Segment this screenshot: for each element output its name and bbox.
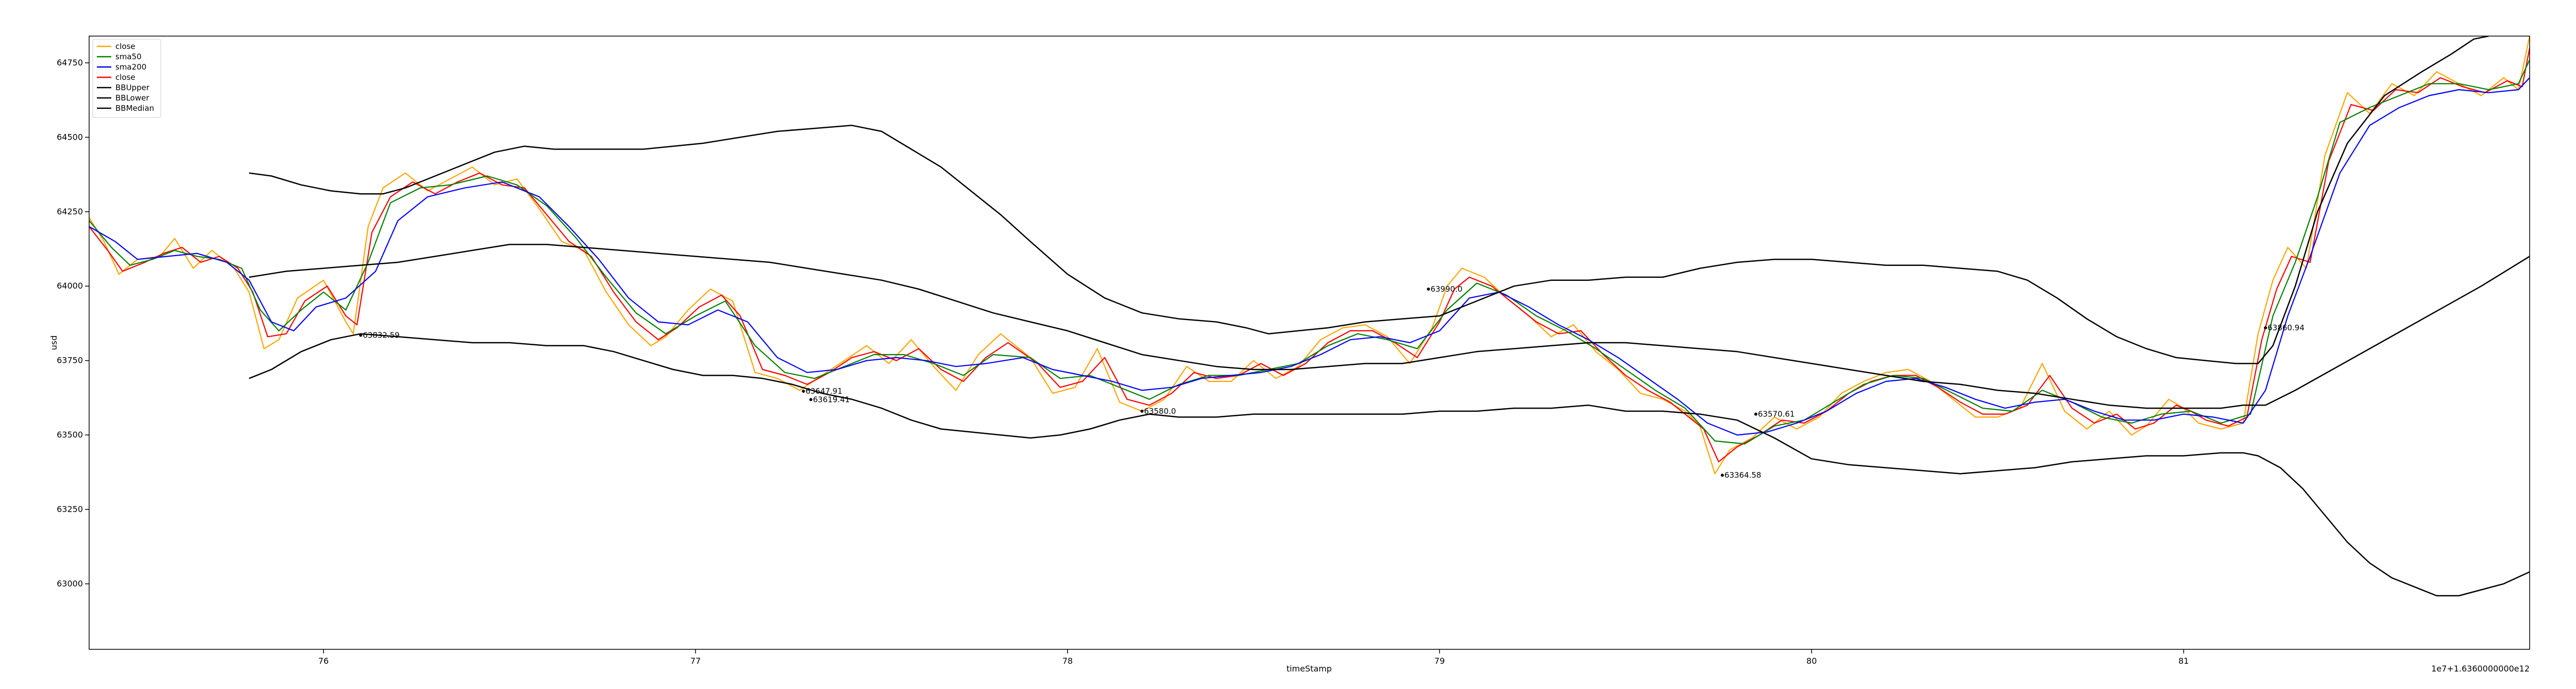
legend-label: BBLower	[115, 93, 149, 103]
y-tick-label: 64000	[57, 281, 83, 291]
legend-label: close	[115, 42, 135, 51]
x-tick-label: 78	[1062, 656, 1073, 666]
y-tick-label: 63000	[57, 579, 83, 589]
x-tick-label: 77	[690, 656, 701, 666]
annotation-marker	[802, 390, 805, 393]
annotation-label: 63580.0	[1144, 407, 1176, 416]
y-tick-label: 63750	[57, 356, 83, 365]
annotation-marker	[1754, 412, 1758, 416]
x-tick-label: 76	[318, 656, 329, 666]
legend-label: BBUpper	[115, 83, 150, 92]
x-axis: 76 77 78 79 80 81	[318, 649, 2189, 666]
y-axis-label: usd	[49, 335, 59, 350]
annotation-label: 63570.61	[1758, 410, 1795, 419]
y-tick-label: 63250	[57, 504, 83, 514]
plot-frame	[89, 36, 2530, 650]
series-layer	[89, 36, 2530, 597]
annotation-marker	[809, 398, 812, 401]
legend-label: sma50	[115, 52, 142, 61]
x-axis-label: timeStamp	[1286, 664, 1332, 674]
series-line-sma200-3	[89, 77, 2530, 436]
annotation-marker	[2264, 326, 2267, 330]
y-tick-label: 64500	[57, 132, 83, 142]
series-line-bbmedian-6	[249, 244, 2530, 409]
y-tick-label: 64750	[57, 58, 83, 68]
annotation-marker	[359, 333, 363, 337]
x-tick-label: 81	[2178, 656, 2189, 666]
annotation-label: 63832.59	[363, 331, 400, 340]
series-line-close-0	[89, 36, 2530, 475]
series-line-close-1	[89, 47, 2530, 463]
annotation-marker	[1427, 288, 1430, 291]
y-tick-label: 63500	[57, 430, 83, 440]
legend-label: sma200	[115, 62, 146, 72]
annotation-label: 63364.58	[1724, 470, 1761, 480]
y-tick-label: 64250	[57, 207, 83, 216]
legend-label: BBMedian	[115, 104, 154, 113]
annotation-marker	[1721, 474, 1724, 477]
annotation-marker	[1140, 409, 1144, 413]
series-line-bbupper-4	[249, 36, 2489, 364]
x-tick-label: 79	[1434, 656, 1445, 666]
annotation-label: 63619.41	[813, 395, 850, 404]
series-line-bblower-5	[249, 333, 2530, 597]
legend-label: close	[115, 73, 135, 82]
annotation-label: 63647.91	[805, 386, 842, 396]
y-axis: 63000 63250 63500 63750 64000 64250 64500 64750	[57, 58, 89, 589]
x-axis-offset-label: 1e7+1.6360000000e12	[2431, 664, 2530, 674]
legend: closesma50sma200closeBBUpperBBLowerBBMed…	[92, 39, 161, 118]
annotation-label: 63990.0	[1431, 284, 1463, 294]
series-line-sma50-2	[89, 59, 2530, 445]
x-tick-label: 80	[1806, 656, 1817, 666]
annotation-label: 63860.94	[2267, 323, 2304, 332]
